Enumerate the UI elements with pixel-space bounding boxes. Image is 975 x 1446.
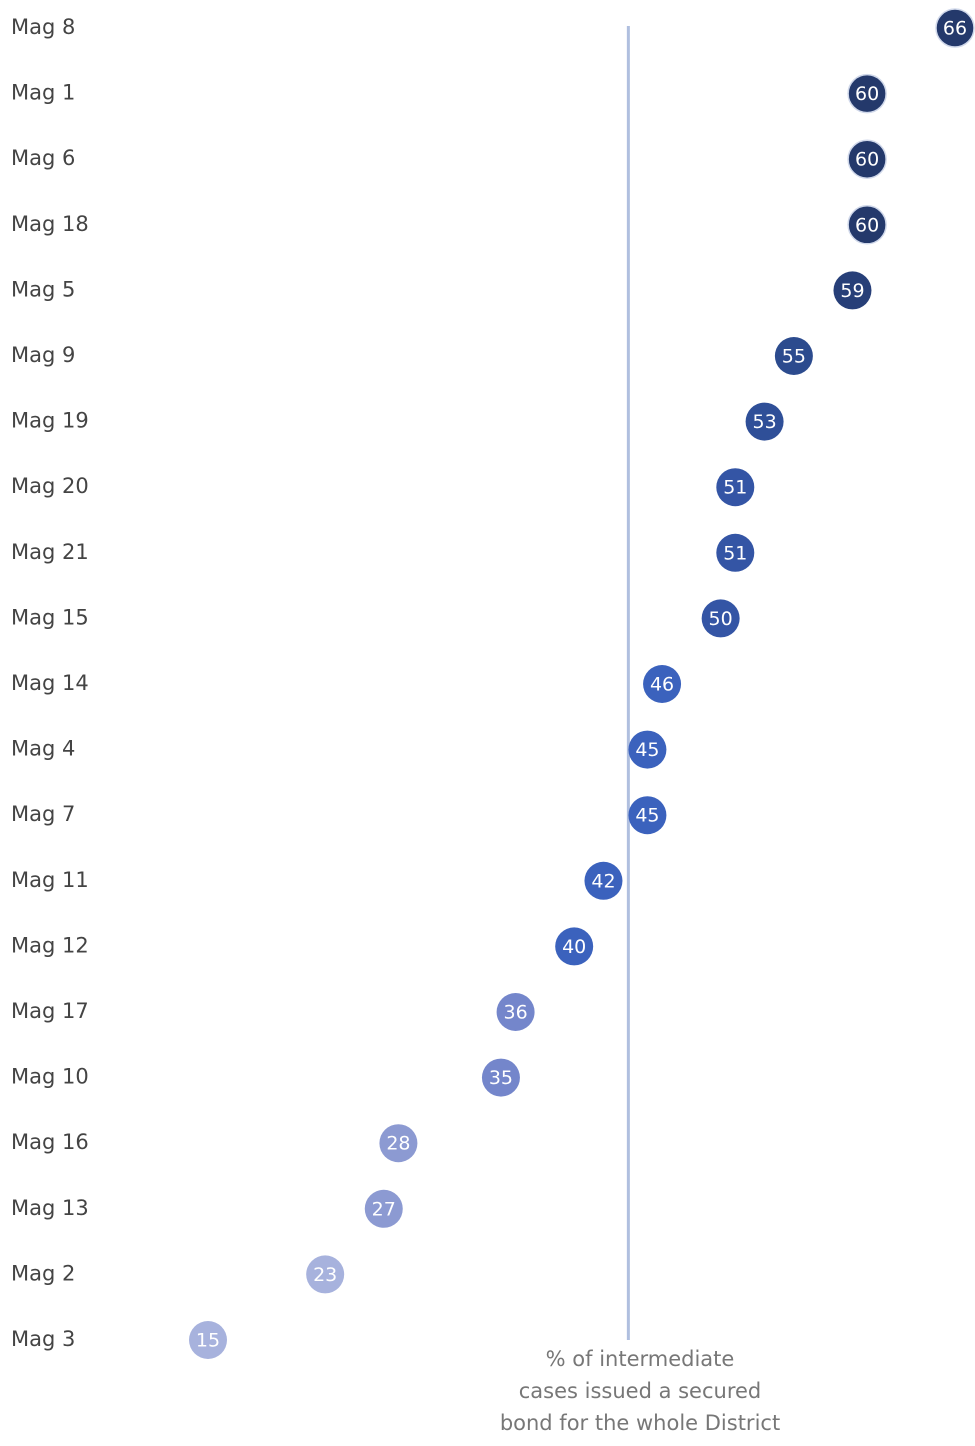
dot: [379, 1124, 418, 1163]
dot: [833, 271, 872, 310]
value-label: 36: [503, 1002, 527, 1024]
category-label: Mag 9: [11, 343, 75, 367]
dot: [701, 599, 740, 638]
value-label: 55: [782, 346, 806, 368]
category-label: Mag 4: [11, 737, 75, 761]
dot: [306, 1255, 345, 1294]
dot: [189, 1321, 227, 1359]
dot: [716, 468, 755, 507]
value-label: 60: [855, 214, 879, 236]
dot: [364, 1189, 403, 1228]
category-label: Mag 18: [11, 212, 89, 236]
category-label: Mag 1: [11, 81, 75, 105]
dot: [847, 205, 887, 245]
value-label: 27: [372, 1198, 396, 1220]
value-label: 50: [709, 608, 733, 630]
dot: [643, 665, 682, 703]
value-label: 15: [196, 1330, 220, 1352]
value-label: 66: [943, 18, 967, 40]
dot: [847, 139, 887, 179]
reference-label: bond for the whole District: [500, 1411, 780, 1435]
value-label: 59: [840, 280, 864, 302]
dot: [745, 402, 784, 441]
category-label: Mag 21: [11, 540, 89, 564]
value-label: 35: [489, 1067, 513, 1089]
category-label: Mag 14: [11, 671, 89, 695]
category-label: Mag 20: [11, 474, 89, 498]
value-label: 46: [650, 674, 674, 696]
category-label: Mag 7: [11, 802, 75, 826]
reference-label: cases issued a secured: [519, 1379, 762, 1403]
dot: [481, 1058, 520, 1097]
dot: [496, 993, 535, 1031]
dot: [628, 796, 667, 835]
dot: [628, 730, 667, 769]
value-label: 53: [752, 411, 776, 433]
value-label: 45: [635, 739, 659, 761]
category-label: Mag 15: [11, 605, 89, 629]
category-label: Mag 5: [11, 277, 75, 301]
category-label: Mag 8: [11, 15, 75, 39]
value-label: 45: [635, 805, 659, 827]
category-label: Mag 3: [11, 1327, 75, 1351]
dot: [555, 927, 594, 966]
value-label: 28: [386, 1133, 410, 1155]
dot: [584, 861, 623, 900]
category-label: Mag 11: [11, 868, 89, 892]
category-label: Mag 10: [11, 1065, 89, 1089]
value-label: 51: [723, 542, 747, 564]
category-label: Mag 16: [11, 1130, 89, 1154]
value-label: 60: [855, 149, 879, 171]
value-label: 23: [313, 1264, 337, 1286]
category-label: Mag 19: [11, 409, 89, 433]
value-label: 60: [855, 83, 879, 105]
reference-label: % of intermediate: [546, 1347, 735, 1371]
dot: [847, 73, 887, 114]
category-label: Mag 2: [11, 1261, 75, 1285]
category-label: Mag 13: [11, 1196, 89, 1220]
dot: [716, 533, 755, 572]
category-label: Mag 6: [11, 146, 75, 170]
value-label: 40: [562, 936, 586, 958]
dot: [774, 337, 813, 375]
category-label: Mag 17: [11, 999, 89, 1023]
value-label: 42: [591, 870, 615, 892]
category-label: Mag 12: [11, 933, 89, 957]
value-label: 51: [723, 477, 747, 499]
dot: [935, 8, 975, 48]
